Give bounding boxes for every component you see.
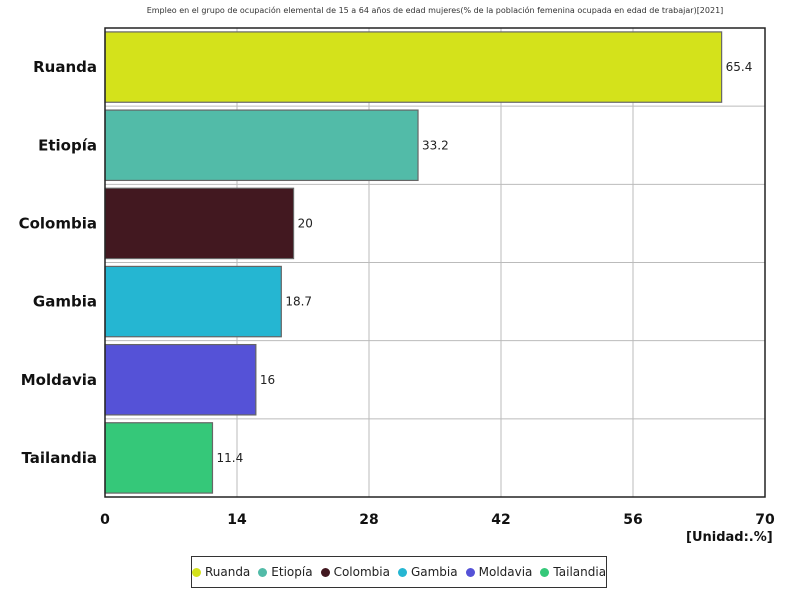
y-tick-label: Moldavia <box>21 371 97 389</box>
y-tick-label: Tailandia <box>21 449 97 467</box>
labels: 65.4 Ruanda 33.2 Etiopía 20 Colombia 18.7 Gambi… <box>19 58 775 528</box>
legend-swatch <box>191 567 201 577</box>
legend-item: Etiopía <box>258 565 313 579</box>
bar-gambia <box>104 265 282 338</box>
legend-label: Colombia <box>333 565 390 579</box>
x-tick-label: 70 <box>755 512 775 528</box>
legend: Ruanda Etiopía Colombia Gambia Moldavia Taila… <box>191 556 607 588</box>
legend-item: Colombia <box>320 565 390 579</box>
bar-tailandia <box>104 422 214 494</box>
legend-swatch <box>258 567 268 577</box>
legend-swatch <box>465 567 475 577</box>
unit-label: [Unidad:.%] <box>686 530 773 545</box>
legend-label: Gambia <box>410 565 458 579</box>
data-label: 11.4 <box>216 451 243 465</box>
data-label: 16 <box>260 373 275 387</box>
legend-item: Ruanda <box>191 565 251 579</box>
plot-area-border <box>104 27 766 498</box>
legend-swatch <box>397 567 407 577</box>
data-label: 33.2 <box>422 138 449 152</box>
x-tick-label: 28 <box>359 512 378 528</box>
x-tick-label: 14 <box>227 512 247 528</box>
legend-label: Etiopía <box>271 565 313 579</box>
bars <box>104 31 723 494</box>
y-tick-label: Colombia <box>19 214 97 232</box>
y-tick-label: Gambia <box>33 293 97 311</box>
legend-label: Tailandia <box>553 565 607 579</box>
bar-ruanda <box>104 31 723 103</box>
legend-label: Moldavia <box>478 565 533 579</box>
legend-label: Ruanda <box>204 565 251 579</box>
bar-etiopía <box>104 109 419 182</box>
chart-title: Empleo en el grupo de ocupación elementa… <box>146 6 724 15</box>
bar-moldavia <box>104 343 257 416</box>
legend-item: Gambia <box>397 565 458 579</box>
legend-swatch <box>540 567 550 577</box>
x-tick-label: 42 <box>491 512 510 528</box>
x-tick-label: 0 <box>100 512 110 528</box>
data-label: 65.4 <box>726 60 753 74</box>
bar-colombia <box>104 187 295 260</box>
x-tick-label: 56 <box>623 512 642 528</box>
y-tick-label: Etiopía <box>38 136 97 154</box>
legend-item: Tailandia <box>540 565 606 579</box>
legend-item: Moldavia <box>465 565 533 579</box>
legend-swatch <box>320 567 330 577</box>
data-label: 18.7 <box>285 295 312 309</box>
data-label: 20 <box>298 216 313 230</box>
y-tick-label: Ruanda <box>33 58 97 76</box>
